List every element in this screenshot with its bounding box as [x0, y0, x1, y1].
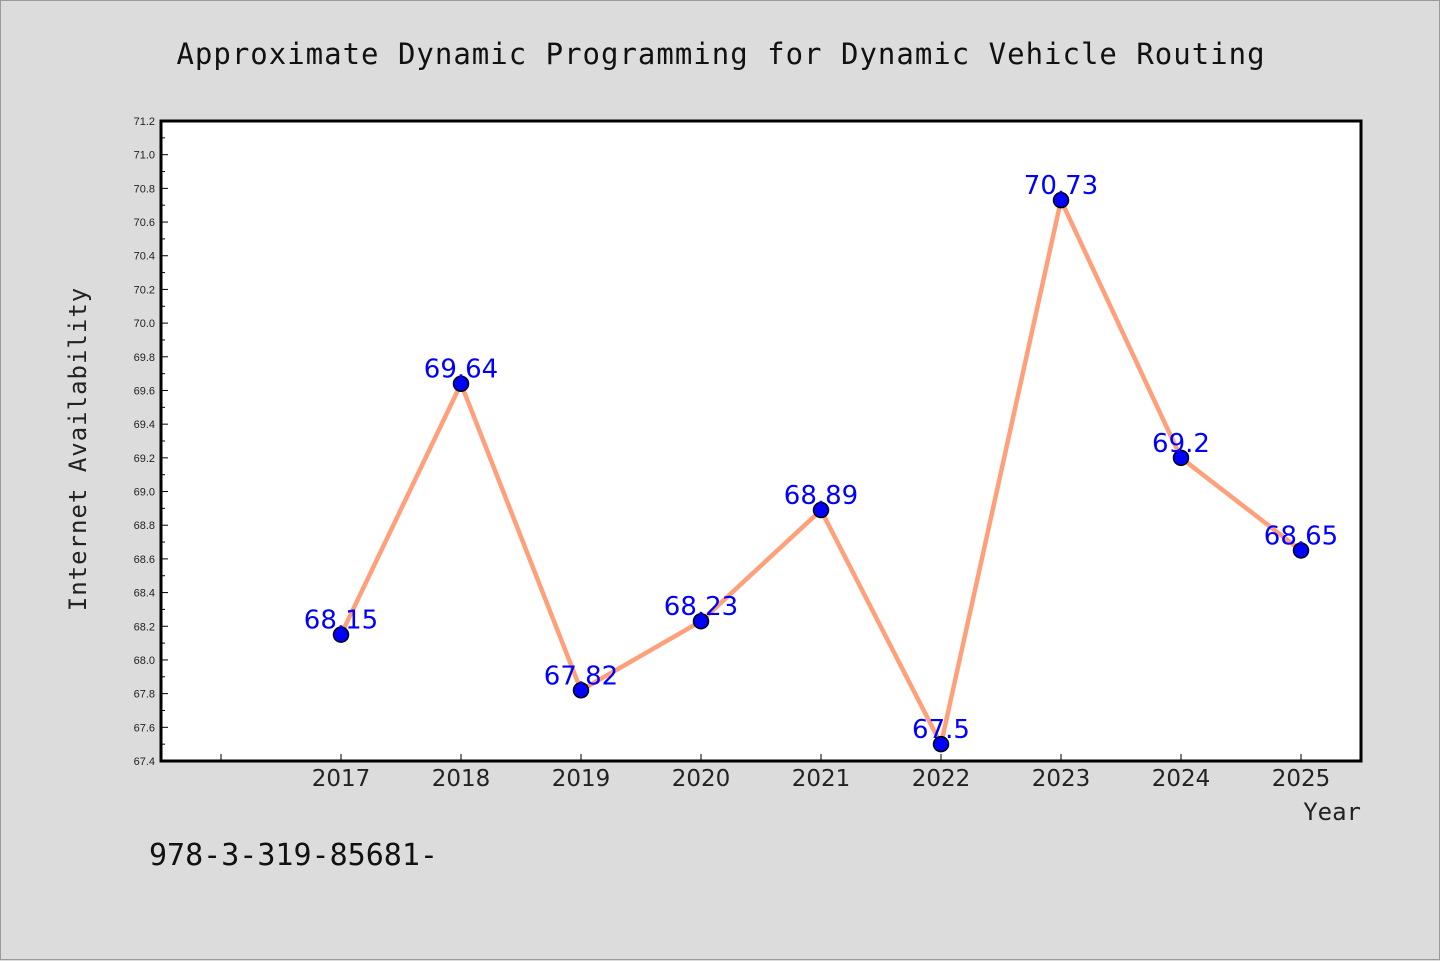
data-point-marker: [812, 501, 830, 519]
data-label: 68.23: [664, 592, 738, 622]
y-tick-label: 67.4: [134, 756, 155, 768]
data-point-marker: [1052, 191, 1070, 209]
y-tick-label: 69.2: [134, 453, 155, 465]
x-tick-label: 2017: [312, 766, 371, 792]
data-point-marker: [572, 682, 590, 699]
x-tick-label: 2018: [432, 766, 491, 792]
y-tick-label: 71.0: [134, 150, 155, 162]
data-label: 69.64: [424, 355, 498, 385]
x-axis-label: Year: [1303, 798, 1361, 826]
y-tick-label: 68.0: [134, 655, 155, 667]
y-tick-label: 70.8: [134, 183, 155, 195]
x-tick-label: 2025: [1272, 766, 1331, 792]
data-label: 67.82: [544, 661, 618, 691]
y-tick-label: 70.4: [134, 251, 155, 263]
data-label: 70.73: [1024, 171, 1098, 201]
data-label: 69.2: [1152, 429, 1210, 459]
footer-text: 978-3-319-85681-: [149, 838, 438, 873]
plot-area: [161, 121, 1361, 761]
data-point-marker: [452, 375, 470, 392]
x-axis-ticks: 2017 2018 2019 2020 2021 2022 2023 2024 2025: [220, 754, 1331, 792]
y-tick-label: 69.8: [134, 352, 155, 364]
y-tick-label: 70.6: [134, 217, 155, 229]
x-tick-label: 2021: [792, 766, 851, 792]
data-label: 68.65: [1264, 521, 1338, 551]
data-point-marker: [932, 735, 950, 753]
x-tick-label: 2022: [912, 766, 971, 792]
x-tick-label: 2019: [552, 766, 611, 792]
y-axis-label: Internet Availability: [64, 287, 92, 611]
data-label: 67.5: [912, 715, 970, 745]
y-tick-label: 68.2: [134, 621, 155, 633]
y-tick-label: 70.2: [134, 284, 155, 296]
markers-group: [332, 191, 1310, 753]
y-tick-label: 70.0: [134, 318, 155, 330]
x-tick-label: 2024: [1152, 766, 1211, 792]
data-labels-group: 68.15 69.64 67.82 68.23 68.89 67.5 70.73 69.2 68…: [304, 171, 1338, 745]
data-point-marker: [1292, 542, 1310, 559]
y-tick-label: 68.6: [134, 554, 155, 566]
data-label: 68.15: [304, 606, 378, 636]
y-tick-label: 69.0: [134, 487, 155, 499]
x-tick-label: 2023: [1032, 766, 1091, 792]
y-tick-label: 69.6: [134, 385, 155, 397]
data-label: 68.89: [784, 481, 858, 511]
plot-border: [159, 119, 1363, 763]
y-tick-label: 68.8: [134, 520, 155, 532]
y-tick-label: 69.4: [134, 419, 155, 431]
y-tick-label: 67.6: [134, 722, 155, 734]
chart-title: Approximate Dynamic Programming for Dyna…: [176, 37, 1265, 71]
data-point-marker: [332, 626, 350, 643]
data-point-marker: [692, 612, 710, 630]
y-axis-ticks: 67.4 67.6 67.8 68.0 68.2 68.4 68.6 68.8 69.0 69.2…: [134, 116, 168, 768]
y-tick-label: 67.8: [134, 689, 155, 701]
x-tick-label: 2020: [672, 766, 731, 792]
y-tick-label: 71.2: [134, 116, 155, 128]
data-point-marker: [1172, 449, 1190, 467]
y-tick-label: 68.4: [134, 588, 155, 600]
